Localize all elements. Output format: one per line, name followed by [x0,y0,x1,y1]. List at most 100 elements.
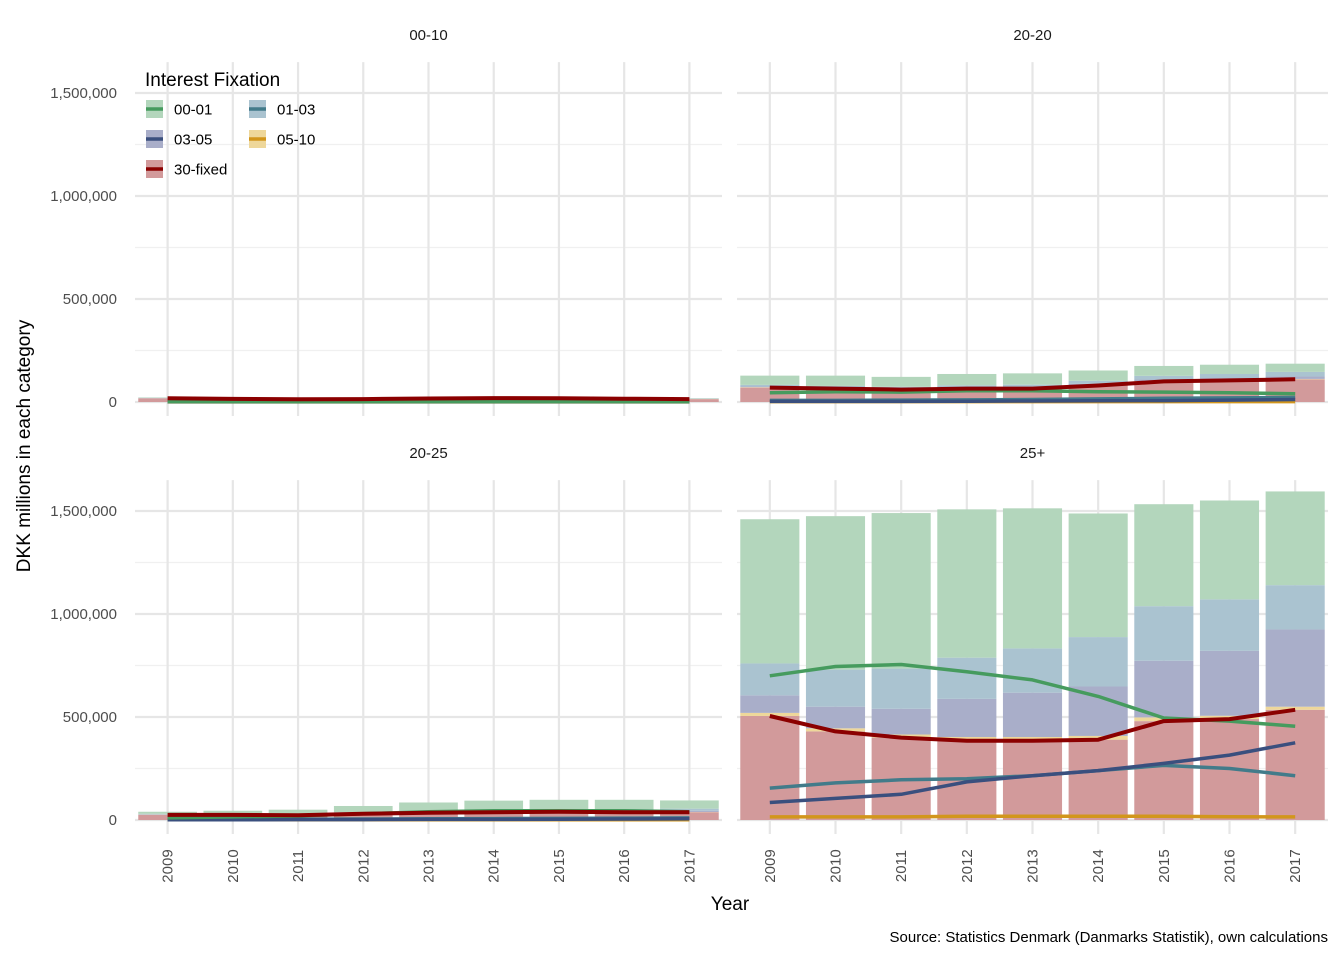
y-tick-label: 0 [109,812,117,829]
bar-00-01 [464,800,524,810]
bar-03-05 [1199,650,1260,716]
bar-00-01 [1068,513,1128,638]
bar-30-fixed [464,812,524,820]
line-30-fixed [167,396,690,402]
x-tick-label: 2012 [959,849,976,882]
bar-00-01 [399,802,458,811]
y-tick-label: 1,000,000 [50,188,117,205]
line-03-05 [167,817,690,822]
bar-00-01 [1199,500,1260,600]
legend-item-03-05: 03-05 [146,130,212,149]
legend-item-00-01: 00-01 [146,100,212,119]
bar-00-01 [805,516,866,670]
bar-30-fixed [660,812,719,820]
bar-01-03 [1199,373,1260,379]
bar-01-03 [740,663,800,696]
bar-00-01 [268,809,328,814]
facet-panel-25+: 25+ 2009 2010 2011 2012 2013 2014 2015 2016 2017 [737,445,1328,883]
bar-00-01 [203,810,263,814]
x-tick-label: 2013 [1025,849,1042,882]
x-tick-label: 2009 [160,849,177,882]
bar-03-05 [937,698,997,737]
y-axis-title: DKK millions in each category [14,319,35,572]
x-tick-label: 2011 [290,850,307,882]
line-05-10 [769,814,1296,819]
bar-03-05 [1134,660,1194,718]
line-30-fixed [769,707,1296,743]
bar-03-05 [871,708,931,735]
legend-title: Interest Fixation [145,70,280,91]
y-tick-label: 0 [109,394,117,411]
legend: Interest Fixation 00-01 01-03 03-05 05-10 30… [145,70,315,179]
x-tick-label: 2010 [828,849,845,882]
y-tick-label: 500,000 [63,291,117,308]
legend-item-30-fixed: 30-fixed [146,160,227,179]
facet-panel-00-10: 00-10 0 500,000 1,000,000 1,500,000 [50,27,722,416]
bar-30-fixed [805,731,866,820]
y-tick-label: 1,000,000 [50,606,117,623]
bar-00-01 [740,519,800,664]
bar-00-01 [1134,504,1194,607]
x-axis-title: Year [711,894,750,915]
bar-03-05 [1068,686,1128,736]
bar-00-01 [594,799,654,810]
x-tick-label: 2017 [1287,849,1304,882]
bar-30-fixed [1002,740,1063,820]
legend-label: 00-01 [174,102,212,119]
y-tick-label: 1,500,000 [50,85,117,102]
bar-03-05 [1265,629,1325,707]
line-00-01 [769,388,1296,396]
bar-30-fixed [529,811,589,820]
bar-00-01 [1265,491,1325,586]
bar-05-10 [740,712,800,716]
source-caption: Source: Statistics Denmark (Danmarks Sta… [890,929,1328,946]
bar-01-03 [660,808,719,811]
x-tick-label: 2015 [1156,849,1173,882]
bar-30-fixed [399,812,458,820]
bar-30-fixed [1068,739,1128,820]
facet-panel-20-20: 20-20 [737,27,1328,416]
x-tick-label: 2014 [1090,849,1107,882]
x-tick-label: 2012 [355,849,372,882]
bar-00-01 [660,800,719,809]
facet-title: 20-25 [409,445,447,462]
bar-00-01 [1068,370,1128,381]
bar-01-03 [937,657,997,699]
bar-00-01 [937,373,997,386]
legend-item-01-03: 01-03 [249,100,315,119]
bar-30-fixed [1265,709,1325,820]
bar-00-01 [871,376,931,387]
bar-30-fixed [740,715,800,820]
legend-item-05-10: 05-10 [249,130,315,149]
bar-00-01 [1002,508,1063,649]
line-03-05 [769,741,1296,805]
line-30-fixed [769,377,1296,392]
bar-03-05 [1002,692,1063,737]
bar-30-fixed [594,812,654,820]
bar-00-01 [805,375,866,386]
bar-01-03 [937,385,997,388]
bar-00-01 [740,375,800,385]
bar-01-03 [1199,599,1260,651]
legend-label: 30-fixed [174,162,227,179]
bar-00-01 [138,811,197,814]
bar-30-fixed [1134,721,1194,820]
x-tick-label: 2009 [762,849,779,882]
line-03-05 [769,397,1296,404]
legend-label: 03-05 [174,132,212,149]
facet-title: 20-20 [1013,27,1051,44]
bar-00-01 [1002,373,1063,385]
bar-00-01 [937,509,997,658]
x-tick-label: 2010 [225,849,242,882]
bar-00-01 [333,805,393,813]
bar-01-03 [1265,585,1325,630]
bar-00-01 [1265,363,1325,372]
panels-layer: 00-10 0 500,000 1,000,000 1,500,000 20-20 20-2… [50,27,1328,883]
bar-05-10 [1265,706,1325,710]
bar-03-05 [805,706,866,729]
facet-title: 00-10 [409,27,447,44]
bar-00-01 [1134,365,1194,376]
x-tick-label: 2013 [421,849,438,882]
x-tick-label: 2011 [893,850,910,882]
